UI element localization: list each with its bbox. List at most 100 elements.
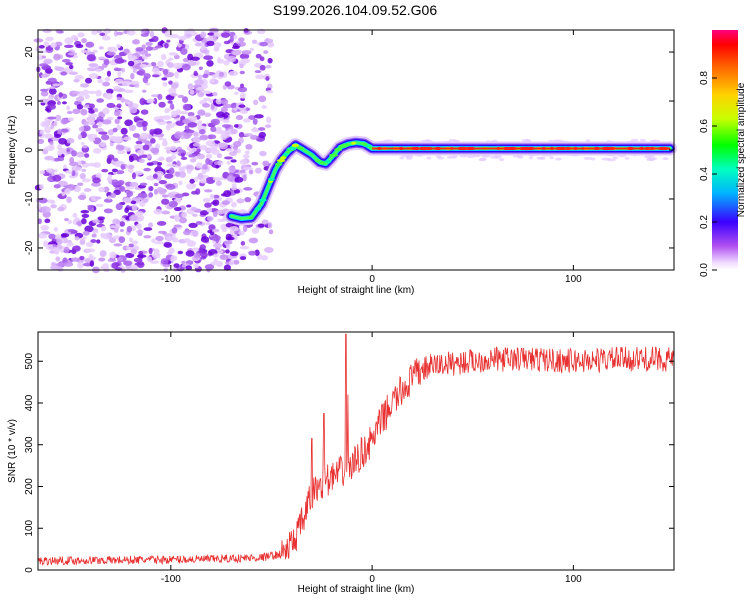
spectrogram-noise-blob <box>238 131 245 138</box>
spectrogram-noise-blob <box>231 201 237 208</box>
spectrogram-noise-blob <box>146 162 154 166</box>
spectrogram-noise-blob <box>181 63 191 71</box>
spectrogram-noise-blob <box>151 74 160 78</box>
spectrogram-noise-blob <box>182 119 192 124</box>
spectrogram-noise-blob <box>178 217 188 224</box>
spectrogram-noise-blob <box>192 116 198 123</box>
spectrogram-noise-blob <box>240 58 251 64</box>
spectrogram-noise-blob <box>116 44 121 49</box>
spectrogram-noise-blob <box>67 117 74 122</box>
spectrogram-peak <box>268 177 275 181</box>
spectrogram-noise-blob <box>157 60 164 68</box>
spectrogram-noise-blob <box>64 170 73 174</box>
spectrogram-noise-blob <box>239 256 247 261</box>
spectrogram-noise-blob <box>49 140 54 145</box>
snr-y-tick-label: 0 <box>24 567 35 573</box>
spectrogram-noise-blob <box>55 262 66 267</box>
spectrogram-noise-blob <box>77 222 82 227</box>
spectrogram-noise-blob <box>96 98 104 103</box>
spectrogram-noise-blob <box>162 263 171 268</box>
spectrogram-noise-blob <box>79 172 86 180</box>
spectrogram-noise-blob <box>128 124 137 132</box>
spectrogram-noise-blob <box>211 228 220 233</box>
spectrogram-noise-blob <box>211 234 221 242</box>
spectrogram-noise-blob <box>104 76 111 82</box>
spectrogram-noise-blob <box>178 167 186 173</box>
spectrogram-noise-blob <box>143 227 153 231</box>
spectrogram-noise-blob <box>239 169 246 174</box>
spectrogram-noise-blob <box>130 72 135 80</box>
spectrogram-noise-blob <box>223 190 232 198</box>
spectrogram-noise-blob <box>56 238 63 245</box>
spectrogram-y-tick-label: -20 <box>24 240 35 255</box>
spectrogram-noise-blob <box>124 119 133 127</box>
spectrogram-y-tick-label: 0 <box>24 147 35 153</box>
spectrogram-noise-blob <box>134 83 140 88</box>
spectrogram-noise-blob <box>639 138 647 142</box>
spectrogram-noise-blob <box>215 98 223 105</box>
spectrogram-noise-blob <box>264 38 274 44</box>
spectrogram-noise-blob <box>222 119 230 123</box>
spectrogram-noise-blob <box>88 109 96 114</box>
spectrogram-peak <box>254 207 262 211</box>
spectrogram-noise-blob <box>116 96 122 101</box>
spectrogram-noise-blob <box>148 192 154 198</box>
spectrogram-noise-blob <box>466 155 476 159</box>
spectrogram-noise-blob <box>90 239 97 243</box>
spectrogram-noise-blob <box>198 66 203 71</box>
spectrogram-noise-blob <box>259 150 267 157</box>
spectrogram-noise-blob <box>207 32 215 36</box>
spectrogram-noise-blob <box>39 63 49 67</box>
snr-x-tick-label: 100 <box>565 574 582 585</box>
spectrogram-noise-blob <box>206 60 214 67</box>
spectrogram-noise-blob <box>187 111 195 117</box>
spectrogram-noise-blob <box>75 96 85 102</box>
spectrogram-noise-blob <box>120 164 126 170</box>
spectrogram-noise-blob <box>70 257 81 262</box>
spectrogram-noise-blob <box>239 63 244 69</box>
spectrogram-noise-blob <box>254 167 262 174</box>
spectrogram-noise-blob <box>170 92 178 97</box>
spectrogram-noise-blob <box>180 156 188 160</box>
spectrogram-noise-blob <box>128 155 134 163</box>
spectrogram-noise-blob <box>117 150 126 155</box>
spectrogram-noise-blob <box>86 54 96 62</box>
spectrogram-noise-blob <box>203 112 212 118</box>
spectrogram-noise-blob <box>221 200 230 206</box>
spectrogram-noise-blob <box>199 135 209 141</box>
spectrogram-noise-blob <box>48 233 56 240</box>
spectrogram-noise-blob <box>79 239 86 246</box>
spectrogram-noise-blob <box>193 263 200 269</box>
spectrogram-noise-blob <box>72 212 78 218</box>
spectrogram-noise-blob <box>242 174 247 182</box>
spectrogram-noise-blob <box>194 176 199 182</box>
spectrogram-noise-blob <box>238 37 245 42</box>
spectrogram-noise-blob <box>178 35 187 41</box>
spectrogram-noise-blob <box>79 255 85 261</box>
spectrogram-noise-blob <box>250 135 259 140</box>
spectrogram-noise-blob <box>93 108 99 113</box>
spectrogram-noise-blob <box>98 186 106 193</box>
spectrogram-noise-blob <box>195 90 200 94</box>
spectrogram-noise-blob <box>107 129 115 136</box>
spectrogram-noise-blob <box>91 229 99 234</box>
spectrogram-noise-blob <box>53 120 58 127</box>
spectrogram-noise-blob <box>65 148 70 153</box>
spectrogram-noise-blob <box>140 33 149 37</box>
spectrogram-noise-blob <box>123 260 133 266</box>
spectrogram-noise-blob <box>127 60 135 67</box>
spectrogram-noise-blob <box>152 173 158 179</box>
spectrogram-noise-blob <box>92 124 99 129</box>
spectrogram-noise-blob <box>174 193 185 198</box>
spectrogram-noise-blob <box>146 256 153 262</box>
spectrogram-noise-blob <box>82 89 89 95</box>
spectrogram-noise-blob <box>158 136 164 141</box>
spectrogram-noise-blob <box>103 208 113 214</box>
spectrogram-noise-blob <box>168 52 178 56</box>
spectrogram-noise-blob <box>178 180 183 186</box>
spectrogram-noise-blob <box>53 234 62 240</box>
spectrogram-noise-blob <box>89 103 95 109</box>
spectrogram-noise-blob <box>68 71 79 76</box>
